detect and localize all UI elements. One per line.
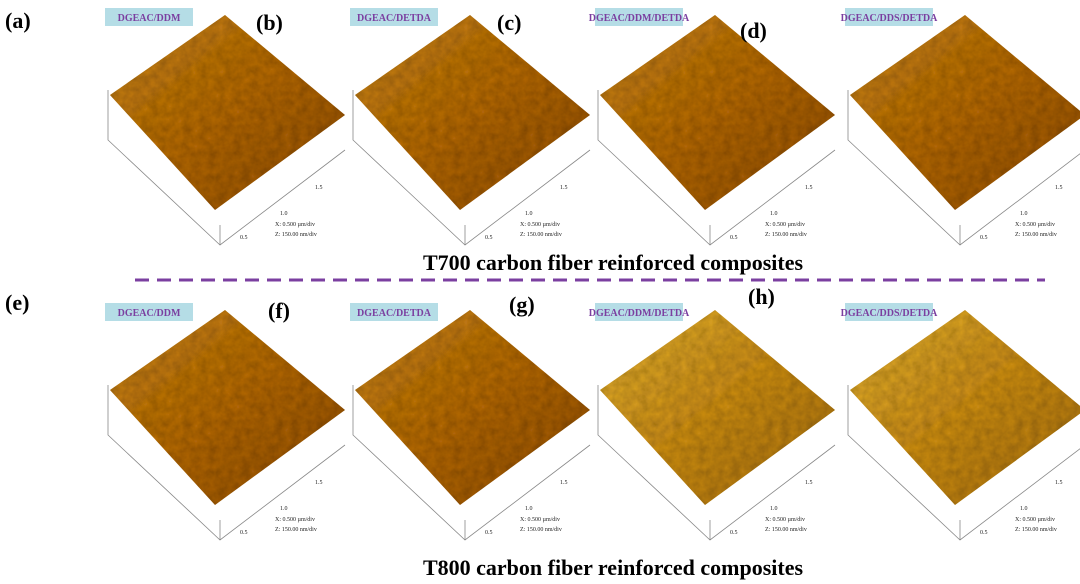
x-scale: X: 0.500 µm/div (1015, 222, 1055, 228)
axis-tick-label: 1.5 (1055, 185, 1063, 191)
afm-surface (600, 15, 835, 210)
afm-surface (850, 15, 1080, 210)
afm-surface (850, 310, 1080, 505)
sample-name: DGEAC/DDM/DETDA (589, 308, 690, 319)
axis-tick-label: 0.5 (730, 235, 738, 241)
axis-tick-label: 1.0 (525, 506, 533, 512)
axis-tick-label: 1.5 (560, 480, 568, 486)
panel-label: (a) (5, 8, 31, 33)
afm-panel: DGEAC/DDS/DETDA 0.5 1.0 1.5 X: 0.500 µm/div Z… (841, 8, 1080, 245)
row-caption: T700 carbon fiber reinforced composites (423, 250, 804, 275)
x-scale: X: 0.500 µm/div (275, 222, 315, 228)
axis-tick-label: 1.5 (805, 480, 813, 486)
z-scale: Z: 150.00 nm/div (520, 232, 562, 238)
z-scale: Z: 150.00 nm/div (765, 527, 807, 533)
afm-panel: DGEAC/DDM 0.5 1.0 1.5 X: 0.500 µm/div Z: 150.… (105, 303, 345, 540)
afm-surface (600, 310, 835, 505)
axis-tick-label: 0.5 (240, 530, 248, 536)
axis-tick-label: 1.0 (525, 211, 533, 217)
z-scale: Z: 150.00 nm/div (765, 232, 807, 238)
axis-tick-label: 1.5 (805, 185, 813, 191)
axis-tick-label: 1.0 (280, 211, 288, 217)
x-scale: X: 0.500 µm/div (1015, 517, 1055, 523)
axis-tick-label: 1.0 (770, 211, 778, 217)
panel-label: (h) (748, 284, 775, 309)
afm-panel: DGEAC/DDM/DETDA 0.5 1.0 1.5 X: 0.500 µm/div Z… (589, 303, 835, 540)
figure: DGEAC/DDM 0.5 1.0 1.5 X: 0.500 µm/div Z: 150.… (0, 0, 1080, 584)
axis-tick-label: 0.5 (980, 235, 988, 241)
z-scale: Z: 150.00 nm/div (275, 527, 317, 533)
sample-name: DGEAC/DETDA (357, 13, 432, 24)
x-scale: X: 0.500 µm/div (765, 222, 805, 228)
axis-tick-label: 1.0 (280, 506, 288, 512)
x-scale: X: 0.500 µm/div (765, 517, 805, 523)
axis-tick-label: 0.5 (980, 530, 988, 536)
axis-tick-label: 1.0 (1020, 506, 1028, 512)
axis-tick-label: 1.5 (1055, 480, 1063, 486)
axis-tick-label: 1.0 (770, 506, 778, 512)
x-scale: X: 0.500 µm/div (520, 222, 560, 228)
afm-panel: DGEAC/DDM 0.5 1.0 1.5 X: 0.500 µm/div Z: 150.… (105, 8, 345, 245)
axis-tick-label: 0.5 (485, 235, 493, 241)
axis-tick-label: 0.5 (485, 530, 493, 536)
sample-name: DGEAC/DDM (118, 308, 181, 319)
afm-panel: DGEAC/DDM/DETDA 0.5 1.0 1.5 X: 0.500 µm/div Z… (589, 8, 835, 245)
z-scale: Z: 150.00 nm/div (1015, 232, 1057, 238)
row-caption: T800 carbon fiber reinforced composites (423, 555, 804, 580)
afm-panel: DGEAC/DETDA 0.5 1.0 1.5 X: 0.500 µm/div Z: 15… (350, 8, 590, 245)
sample-name: DGEAC/DDM (118, 13, 181, 24)
afm-panel: DGEAC/DETDA 0.5 1.0 1.5 X: 0.500 µm/div Z: 15… (350, 303, 590, 540)
panel-label: (e) (5, 290, 29, 315)
z-scale: Z: 150.00 nm/div (1015, 527, 1057, 533)
panel-label: (d) (740, 18, 767, 43)
panel-label: (f) (268, 298, 290, 323)
axis-tick-label: 0.5 (730, 530, 738, 536)
sample-name: DGEAC/DETDA (357, 308, 432, 319)
x-scale: X: 0.500 µm/div (275, 517, 315, 523)
axis-tick-label: 1.5 (560, 185, 568, 191)
panel-label: (c) (497, 10, 521, 35)
axis-tick-label: 1.5 (315, 480, 323, 486)
z-scale: Z: 150.00 nm/div (520, 527, 562, 533)
panel-label: (b) (256, 10, 283, 35)
afm-surface (110, 15, 345, 210)
afm-surface (355, 15, 590, 210)
x-scale: X: 0.500 µm/div (520, 517, 560, 523)
afm-panel: DGEAC/DDS/DETDA 0.5 1.0 1.5 X: 0.500 µm/div Z… (841, 303, 1080, 540)
sample-name: DGEAC/DDS/DETDA (841, 13, 938, 24)
axis-tick-label: 0.5 (240, 235, 248, 241)
sample-name: DGEAC/DDM/DETDA (589, 13, 690, 24)
afm-surface (110, 310, 345, 505)
afm-surface (355, 310, 590, 505)
axis-tick-label: 1.0 (1020, 211, 1028, 217)
sample-name: DGEAC/DDS/DETDA (841, 308, 938, 319)
z-scale: Z: 150.00 nm/div (275, 232, 317, 238)
axis-tick-label: 1.5 (315, 185, 323, 191)
panel-label: (g) (509, 292, 535, 317)
